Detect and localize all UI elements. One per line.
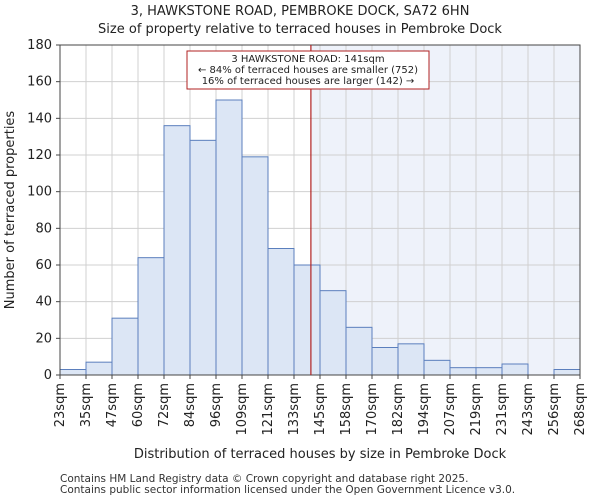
y-tick-label: 80: [35, 221, 52, 236]
annotation-box: [186, 50, 430, 90]
histogram-bar: [397, 343, 425, 376]
histogram-bar: [189, 139, 217, 376]
y-tick-label: 140: [27, 111, 52, 126]
histogram-bar: [267, 248, 295, 376]
y-tick-label: 40: [35, 295, 52, 310]
histogram-bar: [475, 367, 503, 376]
x-tick-label: 109sqm: [235, 383, 250, 436]
x-tick-label: 84sqm: [183, 383, 198, 427]
y-axis-label: Number of terraced properties: [3, 111, 18, 310]
x-tick-label: 121sqm: [261, 383, 276, 436]
chart-subtitle: Size of property relative to terraced ho…: [98, 22, 502, 37]
x-tick-label: 145sqm: [313, 383, 328, 436]
y-tick-label: 180: [27, 38, 52, 53]
x-tick-label: 47sqm: [105, 383, 120, 427]
x-tick-label: 23sqm: [53, 383, 68, 427]
x-tick-label: 170sqm: [365, 383, 380, 436]
x-tick-label: 268sqm: [573, 383, 588, 436]
annotation-line: 3 HAWKSTONE ROAD: 141sqm: [231, 54, 384, 65]
histogram-bar: [137, 257, 165, 376]
x-tick-label: 35sqm: [79, 383, 94, 427]
histogram-bar: [241, 156, 269, 376]
histogram-bar: [319, 290, 347, 376]
y-tick-label: 0: [44, 368, 52, 383]
x-tick-label: 194sqm: [417, 383, 432, 436]
footer-line-1: Contains HM Land Registry data © Crown c…: [60, 473, 469, 485]
x-tick-label: 158sqm: [339, 383, 354, 436]
x-tick-label: 219sqm: [469, 383, 484, 436]
x-tick-label: 133sqm: [287, 383, 302, 436]
x-tick-label: 231sqm: [495, 383, 510, 436]
x-tick-label: 256sqm: [547, 383, 562, 436]
y-tick-label: 60: [35, 258, 52, 273]
histogram-bar: [501, 363, 529, 376]
histogram-bar: [111, 317, 139, 376]
x-tick-label: 72sqm: [157, 383, 172, 427]
x-axis-label: Distribution of terraced houses by size …: [134, 447, 507, 462]
chart-title: 3, HAWKSTONE ROAD, PEMBROKE DOCK, SA72 6…: [130, 4, 470, 19]
footer-line-2: Contains public sector information licen…: [60, 484, 516, 496]
y-tick-label: 120: [27, 148, 52, 163]
histogram-bar: [371, 347, 399, 376]
histogram-bar: [553, 369, 581, 376]
histogram-bar: [85, 361, 113, 376]
y-tick-label: 100: [27, 185, 52, 200]
x-tick-label: 60sqm: [131, 383, 146, 427]
x-tick-label: 207sqm: [443, 383, 458, 436]
x-tick-label: 243sqm: [521, 383, 536, 436]
histogram-bar: [345, 326, 373, 376]
x-tick-label: 182sqm: [391, 383, 406, 436]
histogram-bar: [293, 264, 321, 376]
histogram-bar: [59, 369, 87, 376]
highlight-region: [310, 45, 580, 375]
y-tick-label: 20: [35, 331, 52, 346]
histogram-bar: [449, 367, 477, 376]
histogram-bar: [423, 359, 451, 376]
x-tick-label: 96sqm: [209, 383, 224, 427]
annotation-line: ← 84% of terraced houses are smaller (75…: [198, 65, 418, 76]
annotation-line: 16% of terraced houses are larger (142) …: [202, 76, 415, 87]
histogram-bar: [215, 99, 243, 376]
y-tick-label: 160: [27, 75, 52, 90]
histogram-bar: [163, 125, 191, 376]
